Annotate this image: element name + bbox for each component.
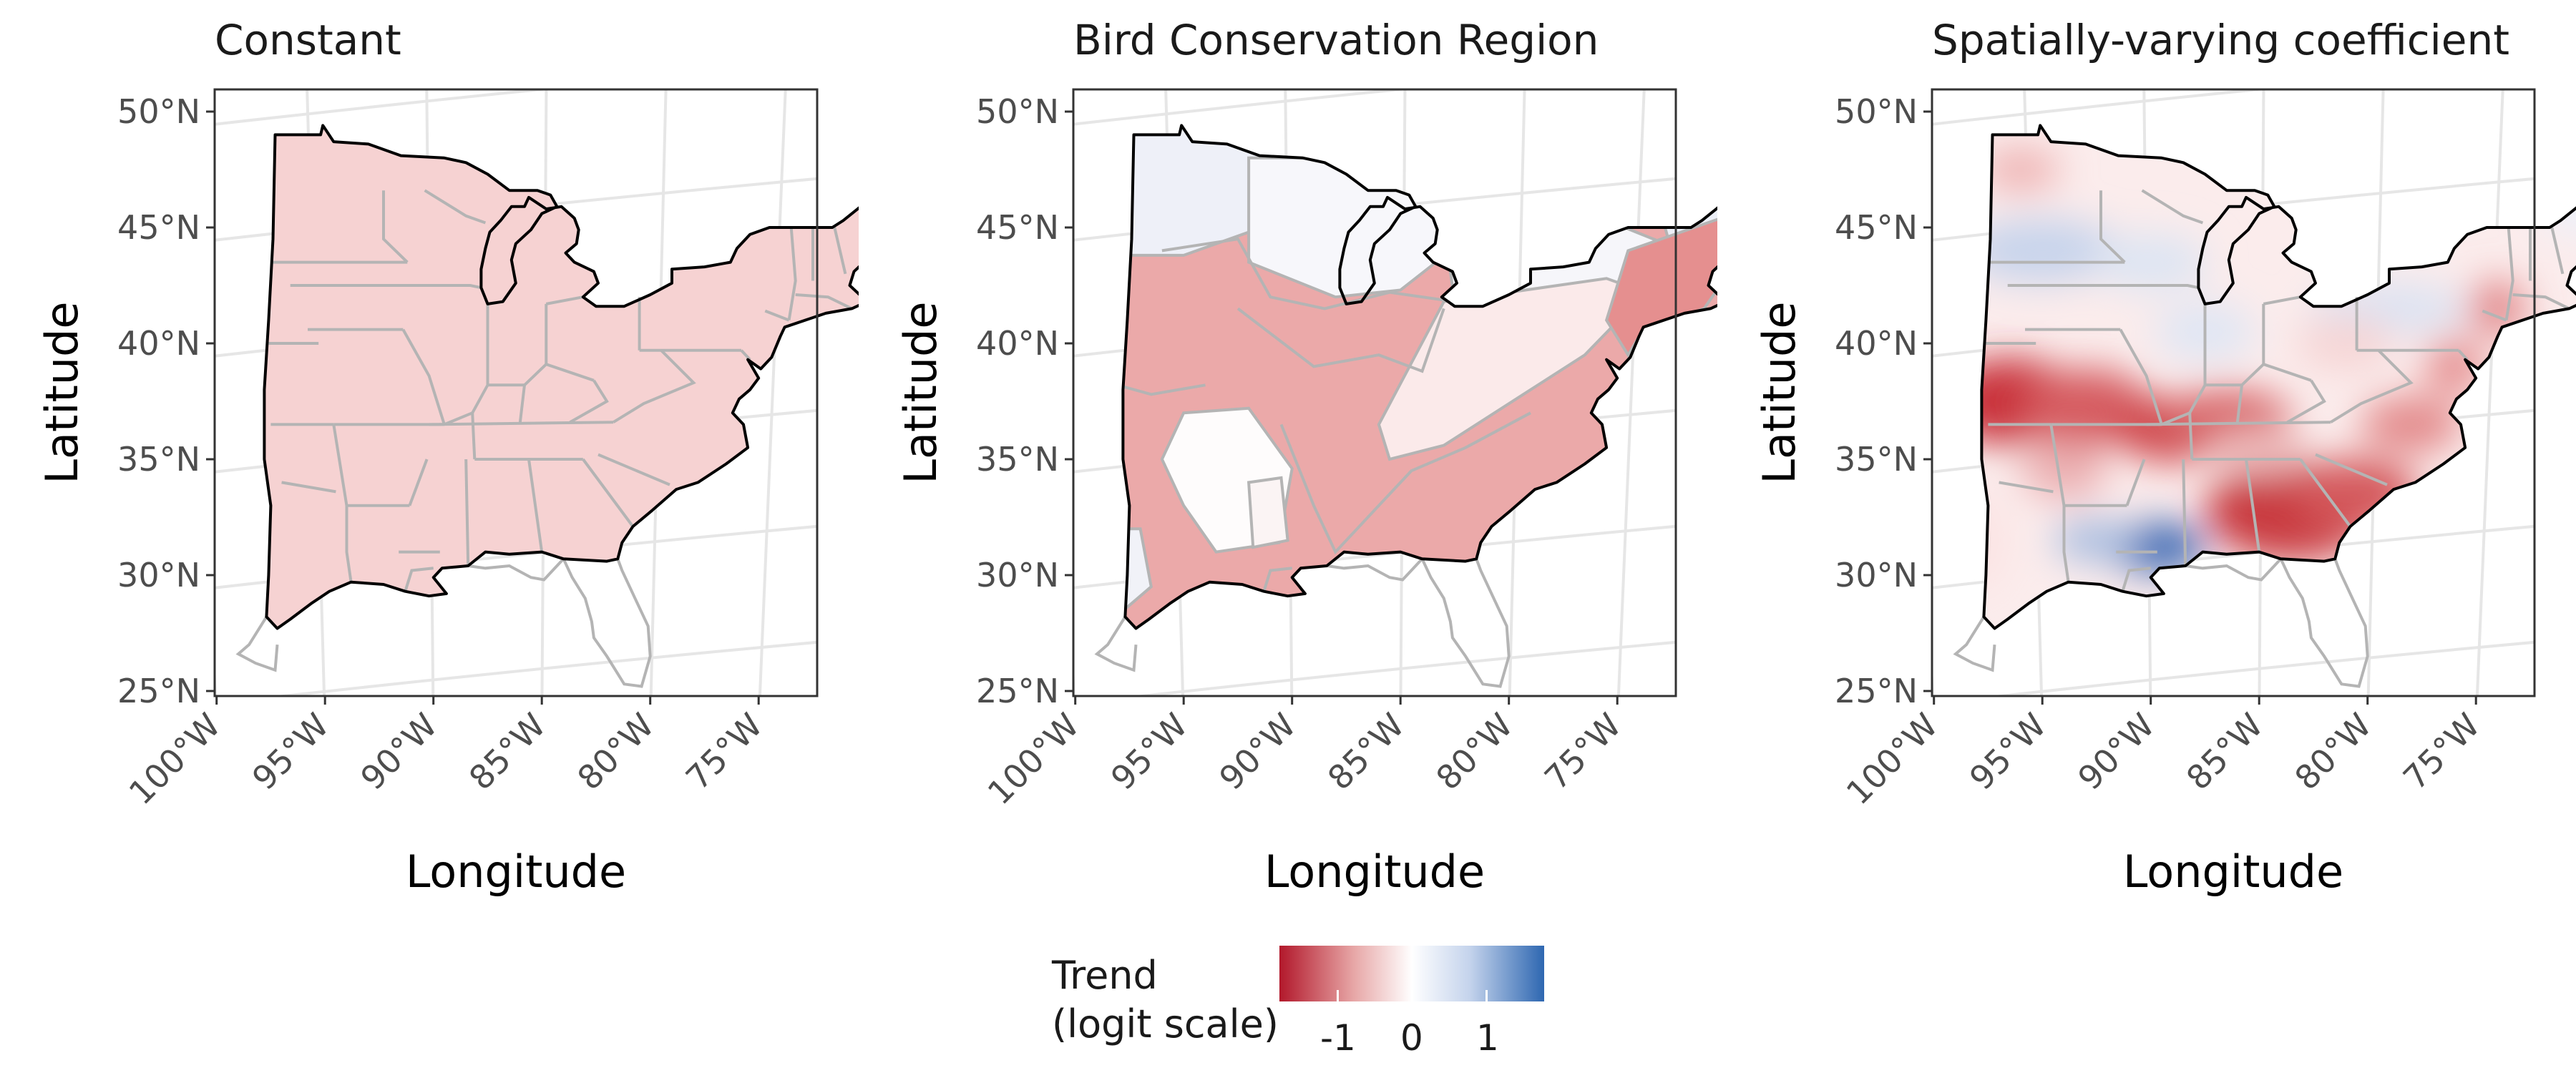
- legend-tick-label: 0: [1400, 1017, 1423, 1059]
- panel-constant: Constant 50°N 45°N 40°N 35°N 30°N 25°N 100°W 95…: [0, 0, 859, 908]
- panel-bcr: Bird Conservation Region 50°N 45°N 40°N 35°…: [859, 0, 1717, 908]
- x-tick-label: 95°W: [1962, 706, 2054, 798]
- y-tick-label: 50°N: [976, 92, 1059, 131]
- x-tick-label: 100°W: [1839, 706, 1946, 813]
- y-tick-label: 45°N: [976, 208, 1059, 247]
- y-tick-label: 50°N: [1835, 92, 1918, 131]
- y-tick-label: 35°N: [976, 440, 1059, 479]
- x-tick-label: 90°W: [1211, 706, 1303, 798]
- legend-title-line1: Trend: [1052, 953, 1158, 998]
- x-tick-label: 85°W: [462, 706, 553, 798]
- x-tick-label: 95°W: [1103, 706, 1195, 798]
- plot-frame: [1072, 88, 1677, 697]
- x-tick-label: 80°W: [570, 706, 661, 798]
- panel-title: Constant: [215, 16, 401, 64]
- y-tick-label: 35°N: [117, 440, 200, 479]
- legend-tick-label: 1: [1476, 1017, 1499, 1059]
- region-outline: [1121, 124, 1717, 630]
- x-tick-label: 90°W: [353, 706, 444, 798]
- legend-title-line2: (logit scale): [1052, 1001, 1279, 1047]
- y-tick-label: 25°N: [117, 672, 200, 710]
- y-tick-label: 45°N: [117, 208, 200, 247]
- x-tick-label: 75°W: [1537, 706, 1629, 798]
- region-outline: [1980, 124, 2576, 630]
- legend: Trend (logit scale) -1 0 1: [1045, 930, 1589, 1066]
- y-tick-label: 50°N: [117, 92, 200, 131]
- y-tick-label: 40°N: [976, 324, 1059, 363]
- x-tick-label: 95°W: [245, 706, 336, 798]
- legend-tick-label: -1: [1320, 1017, 1356, 1059]
- y-tick-label: 45°N: [1835, 208, 1918, 247]
- panel-title: Spatially-varying coefficient: [1932, 16, 2509, 64]
- y-tick-label: 30°N: [117, 556, 200, 594]
- plot-frame: [1931, 88, 2536, 697]
- bcr-region: [1123, 527, 1153, 617]
- x-tick-label: 100°W: [122, 706, 228, 813]
- x-tick-label: 90°W: [2070, 706, 2162, 798]
- y-tick-label: 25°N: [1835, 672, 1918, 710]
- x-tick-label: 75°W: [678, 706, 770, 798]
- plot-frame: [213, 88, 819, 697]
- x-tick-label: 75°W: [2396, 706, 2487, 798]
- y-tick-label: 30°N: [1835, 556, 1918, 594]
- legend-tickmark: [1485, 990, 1488, 1001]
- y-axis-label: Latitude: [36, 301, 88, 484]
- y-axis-label: Latitude: [894, 301, 947, 484]
- x-tick-label: 80°W: [1428, 706, 1520, 798]
- bcr-hotspot: [1091, 239, 1111, 268]
- x-tick-label: 85°W: [2179, 706, 2270, 798]
- x-axis-label: Longitude: [2123, 846, 2343, 898]
- x-tick-label: 80°W: [2287, 706, 2379, 798]
- panel-svc: Spatially-varying coefficient 50°N 45°N 40…: [1717, 0, 2576, 908]
- legend-tickmark: [1411, 990, 1413, 1001]
- y-tick-label: 25°N: [976, 672, 1059, 710]
- x-axis-label: Longitude: [406, 846, 626, 898]
- state-borders: [1953, 189, 2570, 688]
- bcr-region: [1246, 476, 1289, 549]
- legend-tickmark: [1337, 990, 1339, 1001]
- y-tick-label: 40°N: [117, 324, 200, 363]
- trend-fill: [264, 125, 859, 629]
- y-tick-label: 30°N: [976, 556, 1059, 594]
- y-tick-label: 40°N: [1835, 324, 1918, 363]
- state-borders: [235, 189, 853, 688]
- y-tick-label: 35°N: [1835, 440, 1918, 479]
- x-axis-label: Longitude: [1264, 846, 1485, 898]
- legend-title: Trend (logit scale): [1052, 951, 1279, 1049]
- region-outline: [263, 124, 859, 630]
- y-axis-label: Latitude: [1753, 301, 1805, 484]
- x-tick-label: 100°W: [980, 706, 1087, 813]
- x-tick-label: 85°W: [1320, 706, 1412, 798]
- panel-title: Bird Conservation Region: [1073, 16, 1599, 64]
